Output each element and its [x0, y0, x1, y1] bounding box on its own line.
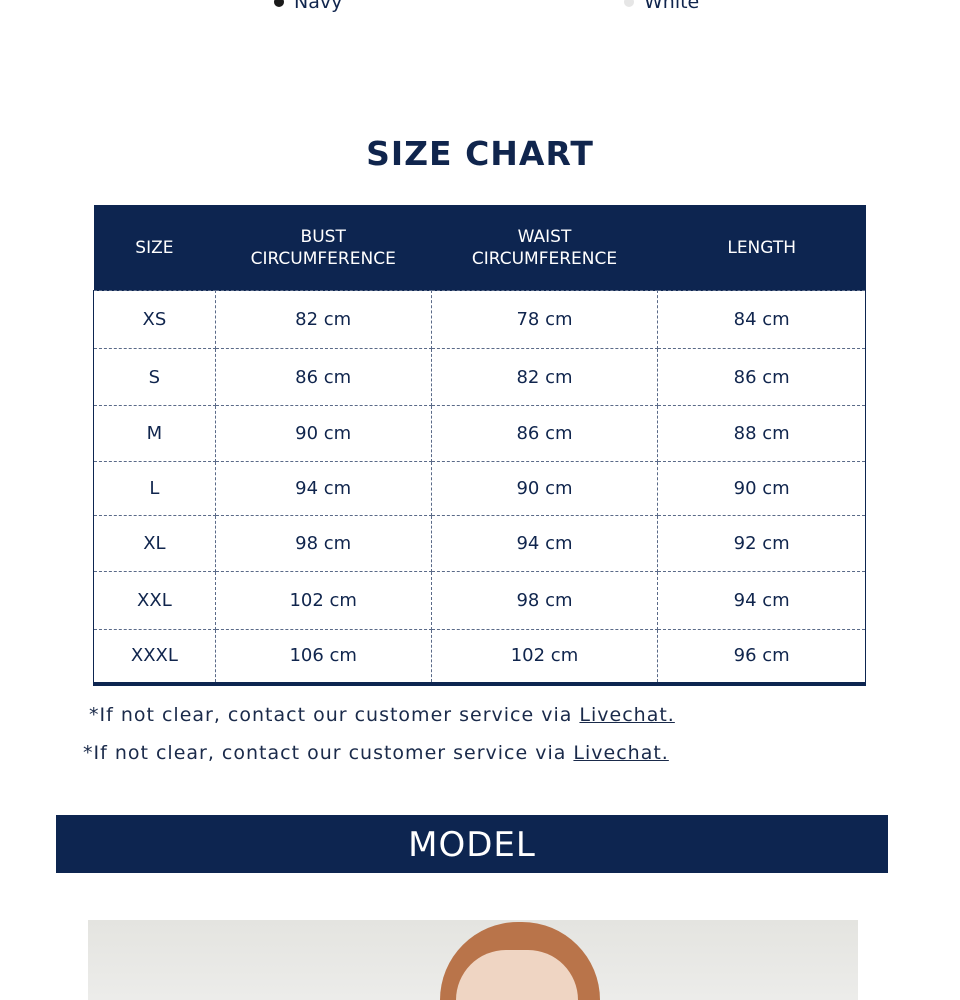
- column-header: SIZE: [93, 205, 216, 291]
- model-photo: [88, 920, 858, 1000]
- table-cell: L: [93, 461, 216, 516]
- size-chart-title: SIZE CHART: [366, 134, 594, 173]
- table-cell: 82 cm: [214, 290, 432, 349]
- note-1: *If not clear, contact our customer serv…: [89, 704, 675, 726]
- note-2: *If not clear, contact our customer serv…: [83, 742, 669, 764]
- table-cell: 90 cm: [214, 405, 432, 462]
- table-cell: XL: [93, 515, 216, 572]
- table-cell: 78 cm: [430, 290, 659, 349]
- table-cell: 106 cm: [214, 629, 432, 684]
- color-option-white[interactable]: White: [624, 0, 699, 13]
- table-cell: 82 cm: [430, 348, 659, 406]
- table-row: M 90 cm 86 cm 88 cm: [93, 405, 866, 462]
- color-option-navy[interactable]: Navy: [274, 0, 342, 13]
- table-cell: 90 cm: [657, 461, 866, 516]
- table-row: S 86 cm 82 cm 86 cm: [93, 348, 866, 406]
- table-row: XXL 102 cm 98 cm 94 cm: [93, 571, 866, 630]
- table-row: XL 98 cm 94 cm 92 cm: [93, 515, 866, 572]
- column-header: WAIST CIRCUMFERENCE: [431, 205, 658, 291]
- table-cell: 102 cm: [214, 571, 432, 630]
- table-cell: 88 cm: [657, 405, 866, 462]
- table-cell: 84 cm: [657, 290, 866, 349]
- table-cell: 98 cm: [430, 571, 659, 630]
- table-row: XXXL 106 cm 102 cm 96 cm: [93, 629, 866, 684]
- table-cell: M: [93, 405, 216, 462]
- white-swatch: [624, 0, 634, 7]
- livechat-link[interactable]: Livechat.: [573, 742, 669, 764]
- table-cell: XXXL: [93, 629, 216, 684]
- table-cell: 86 cm: [430, 405, 659, 462]
- navy-swatch: [274, 0, 284, 7]
- table-row: L 94 cm 90 cm 90 cm: [93, 461, 866, 516]
- table-cell: 102 cm: [430, 629, 659, 684]
- table-cell: 94 cm: [214, 461, 432, 516]
- table-cell: 92 cm: [657, 515, 866, 572]
- table-cell: XXL: [93, 571, 216, 630]
- table-cell: 86 cm: [214, 348, 432, 406]
- livechat-link[interactable]: Livechat.: [579, 704, 675, 726]
- table-row: XS 82 cm 78 cm 84 cm: [93, 290, 866, 349]
- size-chart-table: SIZE BUST CIRCUMFERENCE WAIST CIRCUMFERENCE L…: [93, 205, 866, 686]
- column-header: LENGTH: [657, 205, 866, 291]
- table-cell: 94 cm: [430, 515, 659, 572]
- table-cell: 94 cm: [657, 571, 866, 630]
- table-cell: S: [93, 348, 216, 406]
- table-cell: 96 cm: [657, 629, 866, 684]
- table-cell: 98 cm: [214, 515, 432, 572]
- table-cell: 90 cm: [430, 461, 659, 516]
- table-cell: 86 cm: [657, 348, 866, 406]
- model-heading: MODEL: [56, 815, 888, 873]
- table-cell: XS: [93, 290, 216, 349]
- column-header: BUST CIRCUMFERENCE: [215, 205, 432, 291]
